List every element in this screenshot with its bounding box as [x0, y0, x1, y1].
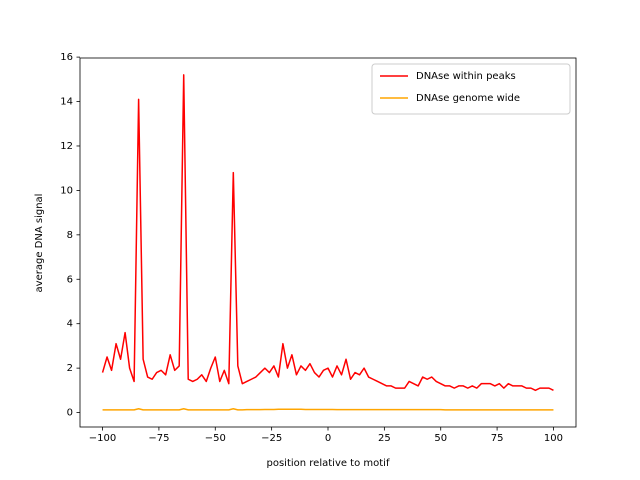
data-line [101, 74, 554, 392]
x-tick-label: 75 [491, 433, 504, 444]
y-tick-label: 16 [60, 52, 73, 63]
x-tick-label: 50 [434, 433, 447, 444]
data-line [102, 408, 554, 411]
y-tick-label: 2 [67, 363, 73, 374]
y-tick-label: 6 [67, 274, 73, 285]
y-tick-label: 0 [67, 408, 73, 419]
y-tick-label: 12 [60, 141, 73, 152]
legend-label: DNAse genome wide [416, 93, 520, 104]
plot-frame [79, 57, 577, 428]
legend-box [371, 63, 571, 115]
x-tick-label: 25 [378, 433, 391, 444]
x-tick-label: 100 [544, 433, 563, 444]
y-tick-label: 14 [60, 97, 73, 108]
x-tick-label: −25 [261, 433, 282, 444]
y-tick-label: 8 [67, 230, 73, 241]
x-tick-label: −75 [148, 433, 169, 444]
y-tick-label: 10 [60, 185, 73, 196]
x-tick-label: −50 [205, 433, 226, 444]
y-tick-label: 4 [67, 319, 73, 330]
y-axis-label: average DNA signal [34, 194, 45, 293]
legend-label: DNAse within peaks [416, 71, 516, 82]
x-tick-label: 0 [325, 433, 331, 444]
x-tick-label: −100 [89, 433, 116, 444]
x-axis-label: position relative to motif [267, 458, 390, 469]
